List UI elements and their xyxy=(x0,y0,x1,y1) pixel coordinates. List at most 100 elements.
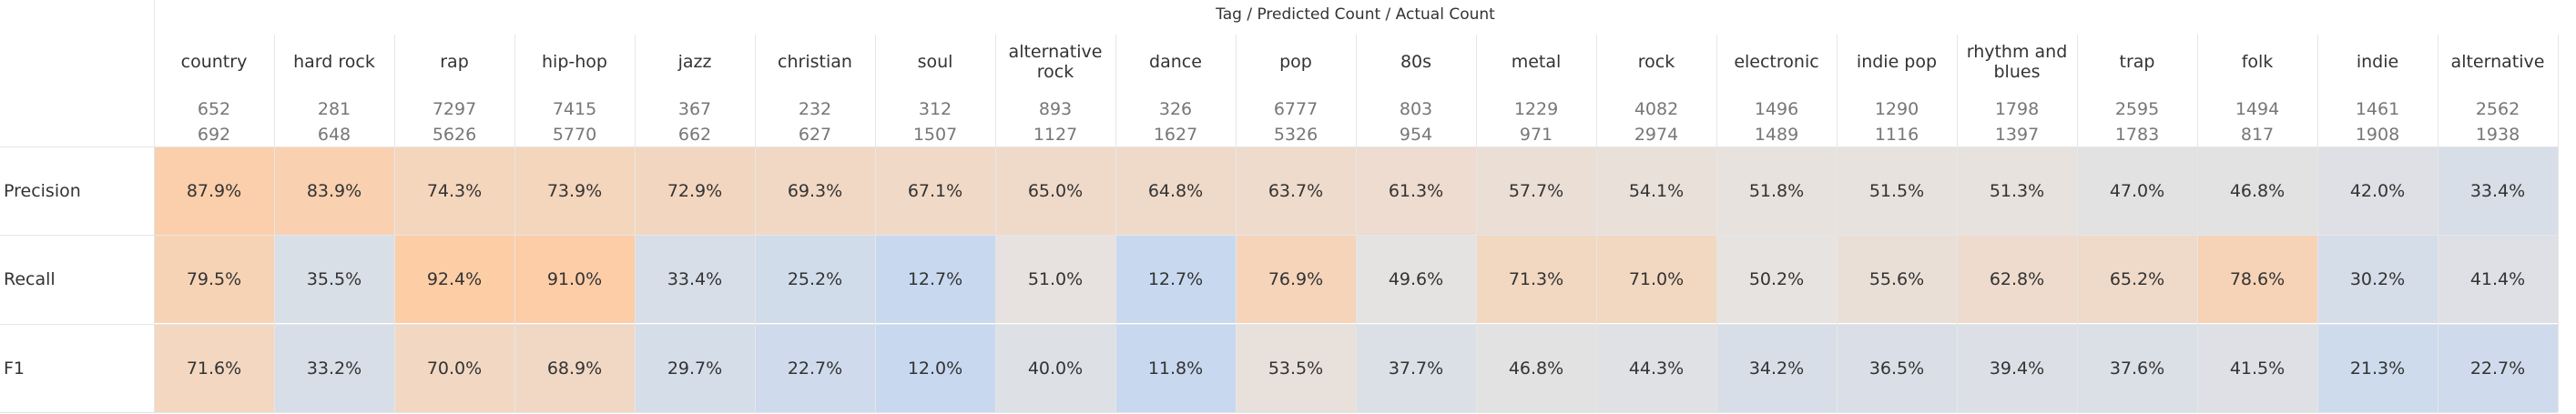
column-tag-label: hard rock xyxy=(293,52,375,72)
metric-cell: 47.0% xyxy=(2077,146,2197,235)
column-header: jazz 367 662 xyxy=(635,35,755,147)
metric-cell: 11.8% xyxy=(1115,324,1236,412)
metric-cell: 22.7% xyxy=(2438,324,2558,412)
grid-line-vertical xyxy=(154,0,155,412)
actual-count: 5626 xyxy=(432,125,477,145)
metric-cell: 35.5% xyxy=(274,235,394,323)
row-label-recall: Recall xyxy=(4,268,56,289)
predicted-count: 652 xyxy=(197,99,231,119)
predicted-count: 326 xyxy=(1158,99,1193,119)
metric-cell: 65.0% xyxy=(995,146,1115,235)
predicted-count: 1798 xyxy=(1994,99,2040,119)
predicted-count: 1461 xyxy=(2355,99,2400,119)
metric-cell: 34.2% xyxy=(1716,324,1837,412)
metric-cell: 41.4% xyxy=(2438,235,2558,323)
column-header: folk 1494 817 xyxy=(2197,35,2317,147)
column-header: indie pop 1290 1116 xyxy=(1837,35,1957,147)
predicted-count: 6777 xyxy=(1273,99,1319,119)
predicted-count: 1496 xyxy=(1754,99,1799,119)
grid-line-vertical xyxy=(514,35,515,412)
metric-cell: 70.0% xyxy=(394,324,514,412)
column-tag-label: rock xyxy=(1637,52,1675,72)
column-tag-label: alternative rock xyxy=(1008,42,1103,82)
metric-cell: 12.7% xyxy=(1115,235,1236,323)
column-tag-label: soul xyxy=(917,52,953,72)
grid-line-vertical xyxy=(2197,35,2198,412)
actual-count: 2974 xyxy=(1634,125,1679,145)
metric-cell: 68.9% xyxy=(514,324,635,412)
actual-count: 1783 xyxy=(2114,125,2160,145)
grid-line-vertical xyxy=(1476,35,1477,412)
column-header: rap 7297 5626 xyxy=(394,35,514,147)
actual-count: 1908 xyxy=(2355,125,2400,145)
metric-cell: 33.2% xyxy=(274,324,394,412)
predicted-count: 312 xyxy=(918,99,952,119)
metric-cell: 78.6% xyxy=(2197,235,2317,323)
metric-cell: 69.3% xyxy=(755,146,875,235)
metric-cell: 51.5% xyxy=(1837,146,1957,235)
metric-cell: 37.6% xyxy=(2077,324,2197,412)
column-tag-label: jazz xyxy=(677,52,712,72)
metric-cell: 21.3% xyxy=(2317,324,2438,412)
column-tag-label: alternative xyxy=(2450,52,2545,72)
actual-count: 954 xyxy=(1399,125,1433,145)
predicted-count: 893 xyxy=(1038,99,1073,119)
column-header: pop 6777 5326 xyxy=(1236,35,1356,147)
column-tag-label: electronic xyxy=(1734,52,1819,72)
metric-cell: 79.5% xyxy=(154,235,274,323)
metric-cell: 42.0% xyxy=(2317,146,2438,235)
predicted-count: 7297 xyxy=(432,99,477,119)
metric-cell: 71.6% xyxy=(154,324,274,412)
column-header: rhythm and blues 1798 1397 xyxy=(1957,35,2077,147)
grid-line-vertical xyxy=(1596,35,1597,412)
row-label-precision: Precision xyxy=(4,180,81,201)
metric-cell: 50.2% xyxy=(1716,235,1837,323)
metric-cell: 33.4% xyxy=(2438,146,2558,235)
metric-cell: 76.9% xyxy=(1236,235,1356,323)
metric-cell: 57.7% xyxy=(1476,146,1596,235)
column-tag-label: trap xyxy=(2119,52,2155,72)
grid-line-vertical xyxy=(2558,35,2559,412)
actual-count: 1397 xyxy=(1994,125,2040,145)
column-header: country 652 692 xyxy=(154,35,274,147)
actual-count: 1627 xyxy=(1153,125,1198,145)
metric-cell: 71.0% xyxy=(1596,235,1716,323)
metric-cell: 73.9% xyxy=(514,146,635,235)
column-tag-label: metal xyxy=(1511,52,1562,72)
grid-line-vertical xyxy=(875,35,876,412)
metric-cell: 33.4% xyxy=(635,235,755,323)
actual-count: 1127 xyxy=(1033,125,1078,145)
column-header: soul 312 1507 xyxy=(875,35,995,147)
predicted-count: 7415 xyxy=(552,99,597,119)
metric-cell: 36.5% xyxy=(1837,324,1957,412)
grid-line-horizontal xyxy=(0,146,2558,147)
column-tag-label: folk xyxy=(2241,52,2274,72)
grid-line-vertical xyxy=(274,35,275,412)
metric-cell: 46.8% xyxy=(1476,324,1596,412)
column-header: dance 326 1627 xyxy=(1115,35,1236,147)
grid-line-horizontal xyxy=(0,324,2558,325)
actual-count: 627 xyxy=(798,125,832,145)
metric-cell: 49.6% xyxy=(1356,235,1476,323)
metric-cell: 54.1% xyxy=(1596,146,1716,235)
metric-cell: 92.4% xyxy=(394,235,514,323)
column-header: 80s 803 954 xyxy=(1356,35,1476,147)
grid-line-vertical xyxy=(1716,35,1717,412)
predicted-count: 4082 xyxy=(1634,99,1679,119)
grid-line-vertical xyxy=(755,35,756,412)
grid-line-vertical xyxy=(1957,35,1958,412)
column-header: alternative 2562 1938 xyxy=(2438,35,2558,147)
metric-cell: 46.8% xyxy=(2197,146,2317,235)
grid-line-vertical xyxy=(2438,35,2439,412)
metric-cell: 51.8% xyxy=(1716,146,1837,235)
predicted-count: 2562 xyxy=(2475,99,2520,119)
row-label-f1: F1 xyxy=(4,358,25,379)
column-tag-label: christian xyxy=(778,52,852,72)
predicted-count: 1494 xyxy=(2235,99,2280,119)
grid-line-vertical xyxy=(1115,35,1116,412)
metric-cell: 44.3% xyxy=(1596,324,1716,412)
predicted-count: 2595 xyxy=(2114,99,2160,119)
metric-cell: 87.9% xyxy=(154,146,274,235)
actual-count: 662 xyxy=(677,125,712,145)
column-tag-label: indie pop xyxy=(1856,52,1938,72)
